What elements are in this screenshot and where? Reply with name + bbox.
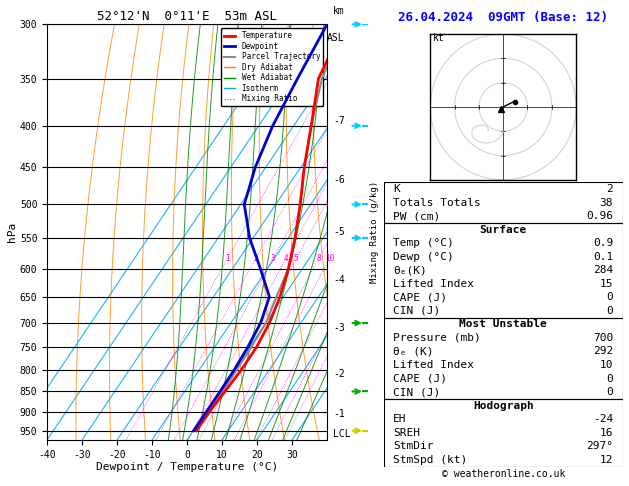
Text: Totals Totals: Totals Totals — [393, 197, 481, 208]
Text: Mixing Ratio (g/kg): Mixing Ratio (g/kg) — [370, 181, 379, 283]
Text: CIN (J): CIN (J) — [393, 306, 440, 316]
Text: 284: 284 — [593, 265, 613, 275]
Text: 4: 4 — [284, 254, 288, 263]
Text: 0: 0 — [606, 387, 613, 397]
Text: -1: -1 — [333, 409, 345, 418]
Text: © weatheronline.co.uk: © weatheronline.co.uk — [442, 469, 565, 479]
Text: 5: 5 — [294, 254, 299, 263]
Y-axis label: hPa: hPa — [7, 222, 17, 242]
Text: kt: kt — [433, 34, 445, 43]
Text: 15: 15 — [599, 279, 613, 289]
Text: 8: 8 — [316, 254, 321, 263]
Title: 52°12'N  0°11'E  53m ASL: 52°12'N 0°11'E 53m ASL — [97, 10, 277, 23]
Text: Lifted Index: Lifted Index — [393, 279, 474, 289]
Text: 297°: 297° — [586, 441, 613, 451]
Text: 1: 1 — [225, 254, 230, 263]
Legend: Temperature, Dewpoint, Parcel Trajectory, Dry Adiabat, Wet Adiabat, Isotherm, Mi: Temperature, Dewpoint, Parcel Trajectory… — [221, 28, 323, 106]
Text: Temp (°C): Temp (°C) — [393, 238, 454, 248]
Text: CAPE (J): CAPE (J) — [393, 374, 447, 383]
Text: 700: 700 — [593, 333, 613, 343]
Bar — [384, 223, 623, 318]
Text: K: K — [393, 184, 400, 194]
Text: 0: 0 — [606, 292, 613, 302]
Text: km: km — [333, 6, 345, 16]
Text: θₑ (K): θₑ (K) — [393, 347, 434, 357]
Text: Most Unstable: Most Unstable — [459, 319, 547, 330]
Text: 2: 2 — [253, 254, 258, 263]
Text: StmDir: StmDir — [393, 441, 434, 451]
Text: 0.9: 0.9 — [593, 238, 613, 248]
Text: 3: 3 — [271, 254, 276, 263]
Text: CAPE (J): CAPE (J) — [393, 292, 447, 302]
Text: -6: -6 — [333, 175, 345, 185]
Text: 292: 292 — [593, 347, 613, 357]
Text: θₑ(K): θₑ(K) — [393, 265, 427, 275]
X-axis label: Dewpoint / Temperature (°C): Dewpoint / Temperature (°C) — [96, 462, 278, 472]
Text: 2: 2 — [606, 184, 613, 194]
Text: 0.1: 0.1 — [593, 252, 613, 262]
Text: -24: -24 — [593, 414, 613, 424]
Text: -3: -3 — [333, 323, 345, 333]
Text: ASL: ASL — [327, 33, 345, 43]
Text: 0: 0 — [606, 374, 613, 383]
Text: LCL: LCL — [333, 429, 350, 439]
Text: PW (cm): PW (cm) — [393, 211, 440, 221]
Text: -2: -2 — [333, 369, 345, 380]
Text: 26.04.2024  09GMT (Base: 12): 26.04.2024 09GMT (Base: 12) — [398, 11, 608, 23]
Text: Hodograph: Hodograph — [473, 400, 533, 411]
Text: 10: 10 — [325, 254, 334, 263]
Text: -7: -7 — [333, 116, 345, 126]
Text: 16: 16 — [599, 428, 613, 438]
Text: Dewp (°C): Dewp (°C) — [393, 252, 454, 262]
Text: 0: 0 — [606, 306, 613, 316]
Text: 0.96: 0.96 — [586, 211, 613, 221]
Text: 10: 10 — [599, 360, 613, 370]
Text: Lifted Index: Lifted Index — [393, 360, 474, 370]
Text: StmSpd (kt): StmSpd (kt) — [393, 455, 467, 465]
Text: -5: -5 — [333, 226, 345, 237]
Text: SREH: SREH — [393, 428, 420, 438]
Bar — [384, 318, 623, 399]
Bar — [384, 182, 623, 223]
Text: 12: 12 — [599, 455, 613, 465]
Text: EH: EH — [393, 414, 407, 424]
Text: Surface: Surface — [479, 225, 527, 235]
Text: CIN (J): CIN (J) — [393, 387, 440, 397]
Text: 38: 38 — [599, 197, 613, 208]
Text: -4: -4 — [333, 275, 345, 285]
Bar — [384, 399, 623, 467]
Text: Pressure (mb): Pressure (mb) — [393, 333, 481, 343]
